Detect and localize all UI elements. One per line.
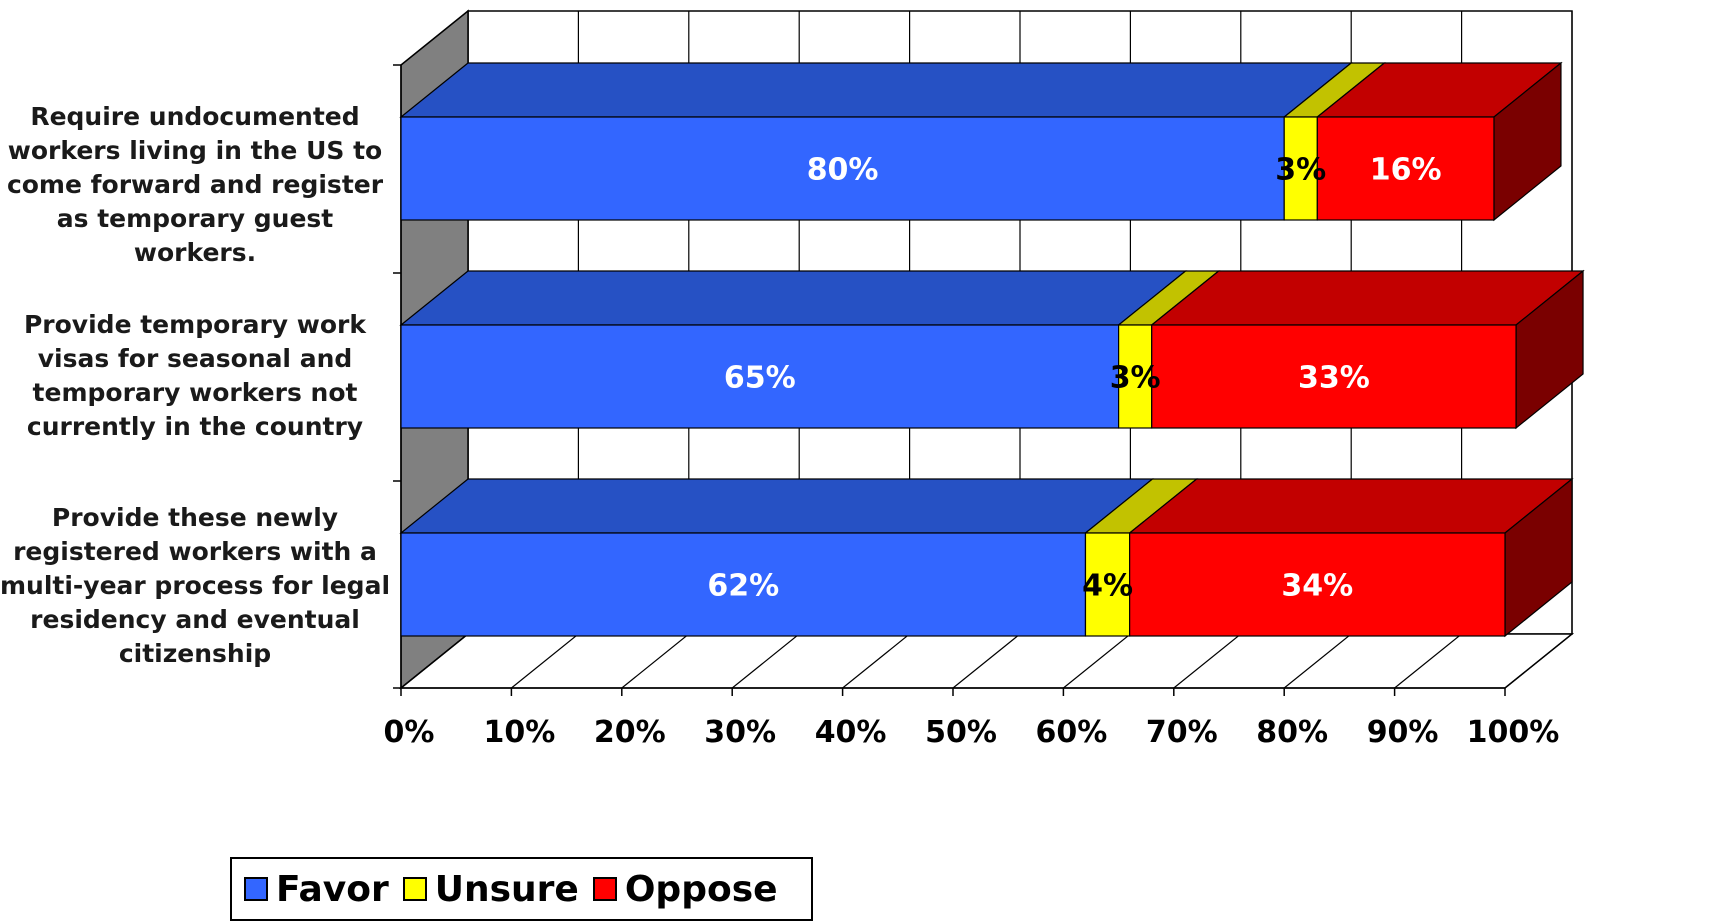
bar-0-oppose bbox=[1316, 116, 1495, 221]
data-label-0-unsure: 3% bbox=[1275, 153, 1326, 188]
x-tick-label-6: 60% bbox=[1035, 715, 1107, 750]
gridline-floor-7 bbox=[1173, 633, 1242, 689]
bar-top-1-favor bbox=[399, 270, 1188, 326]
bar-2-oppose bbox=[1129, 532, 1506, 637]
gridline-floor-2 bbox=[621, 633, 690, 689]
data-label-1-favor: 65% bbox=[724, 361, 796, 396]
x-tick-label-8: 80% bbox=[1256, 715, 1328, 750]
bar-0-unsure bbox=[1283, 116, 1318, 221]
x-tick-label-5: 50% bbox=[925, 715, 997, 750]
legend-label-favor: Favor bbox=[276, 868, 389, 910]
bar-1-oppose bbox=[1151, 324, 1517, 429]
gridline-floor-6 bbox=[1063, 633, 1131, 689]
legend-swatch-oppose bbox=[592, 877, 617, 901]
legend-swatch-favor bbox=[244, 877, 268, 901]
gridline-floor-9 bbox=[1394, 633, 1462, 689]
gridline-floor-10 bbox=[1504, 633, 1573, 689]
category-label-line: citizenship bbox=[118, 639, 272, 668]
bar-top-2-favor bbox=[399, 478, 1155, 534]
category-label-line: registered workers with a bbox=[13, 537, 377, 566]
bar-top-1-oppose bbox=[1150, 270, 1585, 326]
bar-0-favor bbox=[400, 116, 1285, 221]
category-label-line: Require undocumented bbox=[30, 102, 360, 131]
category-label-line: residency and eventual bbox=[30, 605, 360, 634]
gridline-floor-8 bbox=[1283, 633, 1352, 689]
category-label-line: Provide temporary work bbox=[23, 310, 367, 339]
data-label-1-unsure: 3% bbox=[1110, 361, 1161, 396]
legend-item-oppose: Oppose bbox=[592, 868, 778, 910]
gridline-floor-0 bbox=[400, 633, 469, 689]
category-label-line: multi-year process for legal bbox=[0, 571, 391, 600]
x-tick-label-9: 90% bbox=[1367, 715, 1439, 750]
gridline-floor-5 bbox=[952, 633, 1021, 689]
bar-2-favor bbox=[400, 532, 1087, 637]
x-tick-label-2: 20% bbox=[594, 715, 666, 750]
data-label-2-oppose: 34% bbox=[1281, 569, 1353, 604]
x-tick-label-1: 10% bbox=[483, 715, 555, 750]
data-label-1-oppose: 33% bbox=[1298, 361, 1370, 396]
x-tick-label-0: 0% bbox=[384, 715, 435, 750]
category-label-2: Provide these newly registered workers wi… bbox=[0, 501, 395, 671]
category-label-line: temporary workers not bbox=[32, 378, 358, 407]
category-label-line: workers living in the US to bbox=[7, 136, 383, 165]
legend-item-favor: Favor bbox=[244, 869, 389, 910]
x-tick-label-3: 30% bbox=[704, 715, 776, 750]
data-label-2-unsure: 4% bbox=[1082, 569, 1133, 604]
bar-1-unsure bbox=[1117, 324, 1153, 429]
data-label-0-favor: 80% bbox=[807, 153, 879, 188]
gridline-floor-4 bbox=[842, 633, 910, 689]
legend-label-oppose: Oppose bbox=[624, 868, 778, 910]
bar-top-2-oppose bbox=[1127, 478, 1574, 534]
data-label-2-favor: 62% bbox=[707, 569, 779, 604]
x-tick-label-7: 70% bbox=[1146, 715, 1218, 750]
legend: Favor Unsure Oppose bbox=[230, 857, 813, 921]
category-label-line: as temporary guest workers. bbox=[56, 204, 334, 267]
x-tick-label-4: 40% bbox=[815, 715, 887, 750]
x-tick-label-10: 100% bbox=[1467, 715, 1560, 750]
legend-label-unsure: Unsure bbox=[434, 868, 579, 910]
gridline-floor-3 bbox=[731, 633, 800, 689]
category-label-line: visas for seasonal and bbox=[37, 344, 353, 373]
legend-item-unsure: Unsure bbox=[402, 868, 579, 910]
bar-1-favor bbox=[400, 324, 1120, 429]
gridline-floor-1 bbox=[511, 633, 579, 689]
category-label-1: Provide temporary work visas for seasonal… bbox=[0, 308, 395, 444]
bar-top-0-favor bbox=[399, 62, 1353, 118]
category-label-line: come forward and register bbox=[6, 170, 384, 199]
category-label-line: currently in the country bbox=[26, 412, 364, 441]
category-label-line: Provide these newly bbox=[51, 503, 339, 532]
category-label-0: Require undocumented workers living in th… bbox=[0, 100, 395, 270]
data-label-0-oppose: 16% bbox=[1370, 153, 1442, 188]
legend-swatch-unsure bbox=[402, 877, 427, 901]
